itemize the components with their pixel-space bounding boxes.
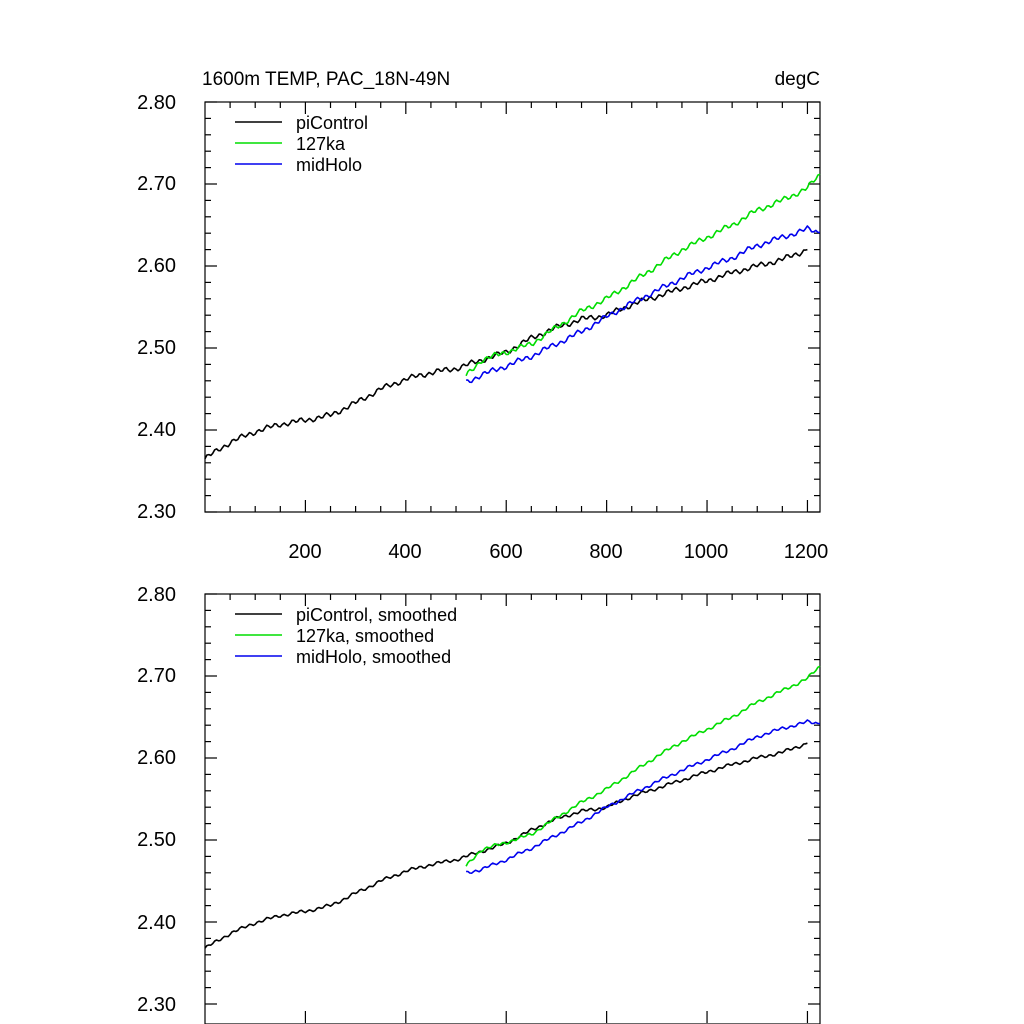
y-tick-label: 2.80	[137, 92, 176, 114]
y-tick-label: 2.70	[137, 173, 176, 195]
y-tick-label: 2.50	[137, 337, 176, 359]
bottom-legend: piControl, smoothed 127ka, smoothed midH…	[235, 605, 457, 667]
bottom-y-tick-labels: 2.30 2.40 2.50 2.60 2.70 2.80	[137, 584, 176, 1016]
y-tick-label: 2.40	[137, 912, 176, 934]
y-tick-label: 2.40	[137, 419, 176, 441]
bottom-plot-frame	[204, 593, 821, 1024]
legend-label: piControl	[296, 113, 368, 133]
top-ticks	[205, 101, 820, 513]
series-line-127ka-smoothed	[465, 665, 821, 867]
legend-label: midHolo	[296, 155, 362, 175]
x-tick-label: 600	[489, 541, 522, 563]
legend-label: 127ka, smoothed	[296, 626, 434, 646]
x-tick-label: 400	[388, 541, 421, 563]
y-tick-label: 2.70	[137, 665, 176, 687]
y-tick-label: 2.50	[137, 829, 176, 851]
top-panel: 1600m TEMP, PAC_18N-49N degC 2.30 2.40 2…	[137, 69, 828, 563]
legend-label: midHolo, smoothed	[296, 647, 451, 667]
top-series	[204, 173, 821, 460]
top-units: degC	[775, 69, 820, 90]
legend-label: piControl, smoothed	[296, 605, 457, 625]
y-tick-label: 2.60	[137, 255, 176, 277]
y-tick-label: 2.60	[137, 747, 176, 769]
legend-label: 127ka	[296, 134, 346, 154]
y-tick-label: 2.80	[137, 584, 176, 606]
series-line-127ka	[465, 173, 821, 377]
bottom-series	[204, 665, 821, 949]
y-tick-label: 2.30	[137, 501, 176, 523]
series-line-picontrol-smoothed	[204, 742, 808, 949]
x-tick-label: 1000	[684, 541, 729, 563]
x-tick-label: 800	[589, 541, 622, 563]
top-title: 1600m TEMP, PAC_18N-49N	[202, 69, 450, 90]
top-y-tick-labels: 2.30 2.40 2.50 2.60 2.70 2.80	[137, 92, 176, 523]
top-plot-frame	[204, 101, 821, 513]
series-line-picontrol	[204, 248, 808, 460]
series-line-midholo	[466, 225, 821, 384]
top-legend: piControl 127ka midHolo	[235, 113, 368, 175]
x-tick-label: 200	[288, 541, 321, 563]
bottom-panel: 2.30 2.40 2.50 2.60 2.70 2.80 piControl,…	[137, 584, 821, 1024]
x-tick-label: 1200	[784, 541, 829, 563]
bottom-ticks	[205, 593, 820, 1023]
series-line-midholo-smoothed	[466, 719, 821, 875]
top-x-tick-labels: 200 400 600 800 1000 1200	[288, 541, 828, 563]
y-tick-label: 2.30	[137, 994, 176, 1016]
